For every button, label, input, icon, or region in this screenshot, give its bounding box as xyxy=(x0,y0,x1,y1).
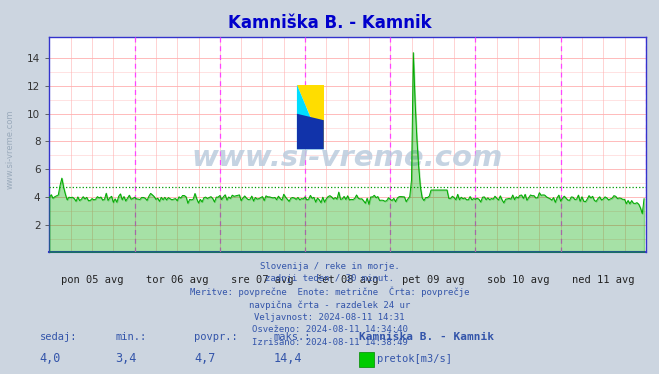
Polygon shape xyxy=(297,85,324,149)
Text: tor 06 avg: tor 06 avg xyxy=(146,275,208,285)
Text: Kamniška B. - Kamnik: Kamniška B. - Kamnik xyxy=(228,14,431,32)
Text: 3,4: 3,4 xyxy=(115,352,136,365)
Text: maks.:: maks.: xyxy=(273,332,311,342)
Text: min.:: min.: xyxy=(115,332,146,342)
Text: www.si-vreme.com: www.si-vreme.com xyxy=(192,144,503,172)
Text: pon 05 avg: pon 05 avg xyxy=(61,275,123,285)
Text: čet 08 avg: čet 08 avg xyxy=(316,275,379,285)
Text: sob 10 avg: sob 10 avg xyxy=(487,275,549,285)
Polygon shape xyxy=(297,85,324,149)
Text: 14,4: 14,4 xyxy=(273,352,302,365)
Text: 4,0: 4,0 xyxy=(40,352,61,365)
Text: Kamniška B. - Kamnik: Kamniška B. - Kamnik xyxy=(359,332,494,342)
Text: 4,7: 4,7 xyxy=(194,352,215,365)
Text: Slovenija / reke in morje.
zadnji teden / 30 minut.
Meritve: povprečne  Enote: m: Slovenija / reke in morje. zadnji teden … xyxy=(190,262,469,347)
Text: pet 09 avg: pet 09 avg xyxy=(401,275,464,285)
Text: pretok[m3/s]: pretok[m3/s] xyxy=(377,354,452,364)
Text: www.si-vreme.com: www.si-vreme.com xyxy=(5,110,14,189)
Text: sedaj:: sedaj: xyxy=(40,332,77,342)
Text: sre 07 avg: sre 07 avg xyxy=(231,275,294,285)
Polygon shape xyxy=(297,114,324,149)
Text: ned 11 avg: ned 11 avg xyxy=(572,275,635,285)
Text: povpr.:: povpr.: xyxy=(194,332,238,342)
